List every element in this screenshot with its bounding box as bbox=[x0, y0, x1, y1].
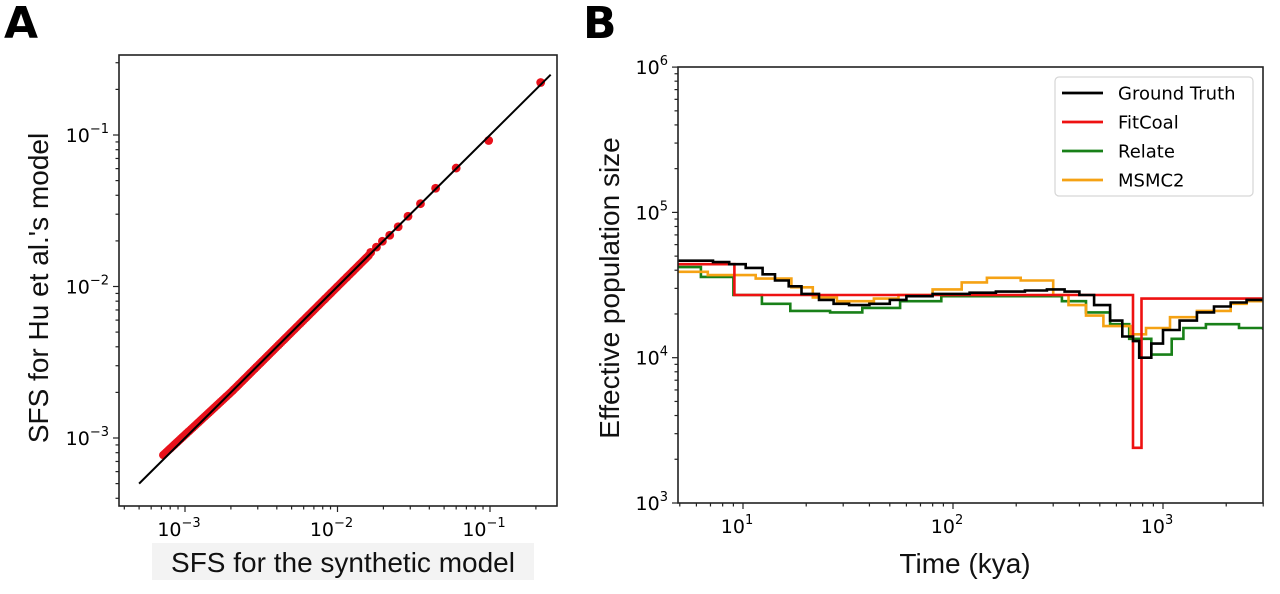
panel-a-letter: A bbox=[4, 0, 38, 49]
panel-b-legend-label: Relate bbox=[1118, 142, 1175, 163]
panel-b-legend-label: Ground Truth bbox=[1118, 84, 1236, 105]
panel-b-x-tick-label: 103 bbox=[1141, 513, 1173, 538]
panel-b-legend-label: FitCoal bbox=[1118, 113, 1179, 134]
panel-a-scatter-chart: 10−3 10−2 10−1 10−3 10−2 10−1 SFS for the syn… bbox=[23, 54, 558, 580]
panel-b-y-tick-label: 104 bbox=[636, 345, 668, 370]
panel-a-x-axis-title: SFS for the synthetic model bbox=[171, 547, 515, 578]
panel-a-x-tick-label: 10−1 bbox=[462, 516, 505, 541]
panel-b-frame bbox=[677, 66, 1264, 504]
panel-a-marks bbox=[138, 74, 552, 485]
panel-a-y-tick-label: 10−1 bbox=[66, 122, 109, 147]
panel-b-series-fitcoal bbox=[678, 262, 1263, 450]
panel-b-legend-label: MSMC2 bbox=[1118, 171, 1185, 192]
panel-b-series-ground-truth bbox=[678, 259, 1263, 359]
panel-a-x-tick-label: 10−2 bbox=[310, 516, 353, 541]
panel-b-ticks: 101 102 103 103 104 105 106 bbox=[636, 54, 1264, 538]
panel-b-series-relate bbox=[678, 265, 1263, 356]
panel-a-xlabel-background bbox=[152, 543, 534, 580]
panel-a-ticks: 10−3 10−2 10−1 10−3 10−2 10−1 bbox=[66, 62, 537, 541]
panel-b-marks bbox=[678, 259, 1263, 450]
panel-b-x-tick-label: 102 bbox=[931, 513, 963, 538]
panel-b-legend: Ground Truth FitCoal Relate MSMC2 bbox=[1054, 76, 1254, 197]
panel-b-series-msmc2 bbox=[678, 270, 1263, 336]
panel-a-point bbox=[536, 78, 546, 87]
panel-b-y-tick-label: 106 bbox=[636, 54, 668, 79]
panel-a-y-tick-label: 10−2 bbox=[66, 274, 109, 299]
panel-a-x-tick-label: 10−3 bbox=[157, 516, 200, 541]
panel-a-y-axis-title: SFS for Hu et al.'s model bbox=[23, 133, 54, 443]
panel-b-y-tick-label: 105 bbox=[636, 199, 668, 224]
panel-b-x-axis-title: Time (kya) bbox=[899, 548, 1030, 579]
panel-b-legend-box bbox=[1054, 76, 1254, 197]
panel-b-y-axis-title: Effective population size bbox=[594, 137, 625, 438]
panel-a-y-tick-label: 10−3 bbox=[66, 425, 109, 450]
panel-b-x-tick-label: 101 bbox=[721, 513, 753, 538]
panel-a-reference-line bbox=[138, 74, 552, 485]
panel-b-letter: B bbox=[583, 0, 617, 49]
panel-b-y-tick-label: 103 bbox=[636, 490, 668, 515]
panel-b-line-chart: 101 102 103 103 104 105 106 Time (kya) Effecti… bbox=[594, 54, 1264, 579]
